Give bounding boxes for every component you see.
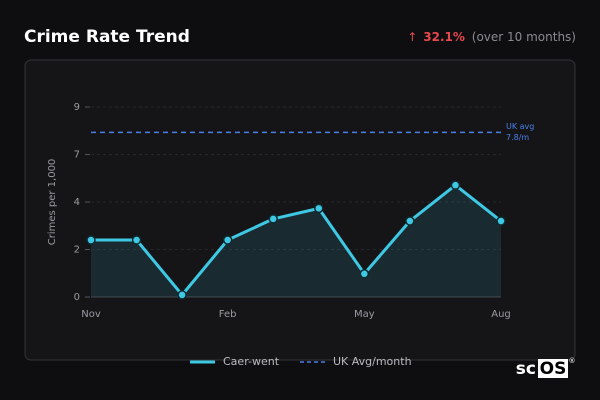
- point: [450, 180, 461, 190]
- logo-mark: ®: [569, 357, 576, 365]
- reference-annotation: UK avg: [506, 122, 534, 131]
- point: [314, 203, 324, 214]
- y-tick-label: 2: [74, 245, 80, 256]
- logo-box: [538, 359, 568, 378]
- x-tick-label: Nov: [81, 309, 101, 320]
- y-tick-label: 9: [74, 102, 80, 113]
- change-note: (over 10 months): [472, 30, 576, 44]
- point: [359, 269, 370, 279]
- point: [405, 216, 415, 226]
- y-tick-label: 7: [74, 150, 80, 161]
- reference-annotation: 7.8/m: [506, 133, 529, 142]
- x-tick-label: Feb: [219, 309, 237, 320]
- area: [91, 185, 501, 297]
- change-arrow: ↑: [407, 30, 417, 44]
- change-summary: ↑ 32.1% (over 10 months): [407, 30, 576, 44]
- y-tick-label: 4: [74, 197, 80, 208]
- legend-label: UK Avg/month: [333, 355, 412, 368]
- card: [24, 59, 576, 361]
- point: [177, 290, 187, 300]
- point: [496, 216, 506, 226]
- point: [222, 235, 233, 245]
- logo-boxed-text: OS: [540, 359, 567, 379]
- point: [86, 235, 96, 245]
- point: [131, 235, 142, 245]
- logo-text: sc: [516, 359, 536, 379]
- line: [91, 183, 502, 297]
- chart-title: Crime Rate Trend: [24, 27, 190, 47]
- y-tick-label: 0: [74, 292, 80, 303]
- x-tick-label: May: [354, 309, 375, 320]
- legend-label: Caer-went: [223, 355, 280, 368]
- x-tick-label: Aug: [491, 309, 511, 320]
- y-axis-label: Crimes per 1,000: [47, 159, 58, 246]
- change-value: 32.1%: [423, 30, 465, 44]
- point: [268, 214, 278, 224]
